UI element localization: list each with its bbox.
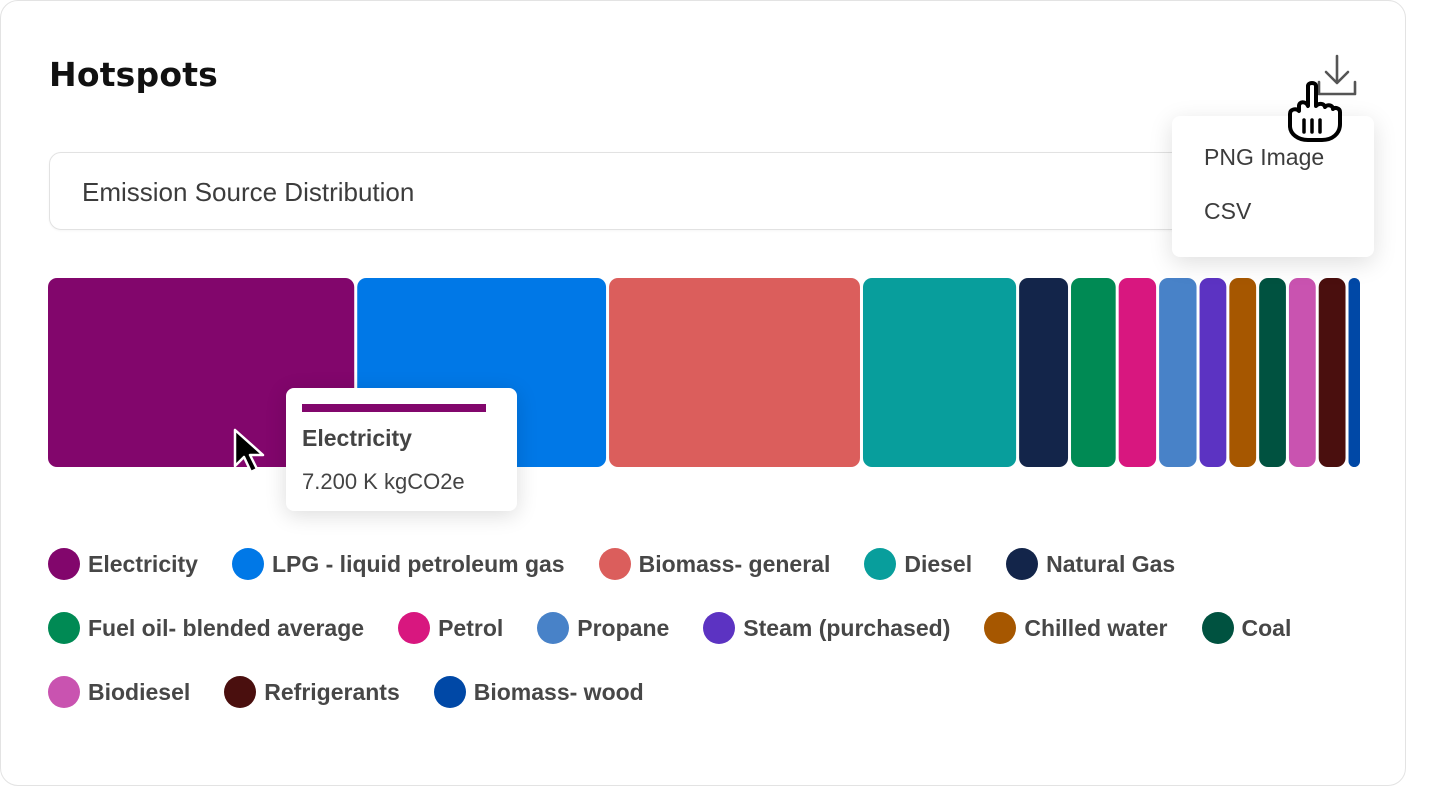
legend-label: Electricity (88, 550, 198, 577)
download-menu: PNG Image CSV (1172, 116, 1374, 257)
legend-item-electricity[interactable]: Electricity (48, 548, 198, 580)
treemap-cell-coal[interactable] (1259, 278, 1286, 467)
legend-item-chilled-water[interactable]: Chilled water (984, 612, 1168, 644)
legend-label: Biodiesel (88, 678, 191, 705)
legend-item-propane[interactable]: Propane (537, 612, 669, 644)
chart-type-select[interactable]: Emission Source Distribution (49, 152, 1249, 230)
treemap-cell-chilled-water[interactable] (1229, 278, 1257, 467)
legend-label: Biomass- wood (473, 678, 644, 705)
treemap-cell-petrol[interactable] (1118, 278, 1157, 467)
legend-item-biodiesel[interactable]: Biodiesel (48, 676, 190, 708)
legend-label: Refrigerants (264, 678, 400, 705)
treemap-cell-electricity[interactable] (48, 278, 355, 467)
legend-item-steam-purchased[interactable]: Steam (purchased) (703, 612, 950, 644)
download-icon (1317, 54, 1357, 96)
hand-pointer-icon (1288, 81, 1342, 142)
mouse-pointer-icon (233, 428, 265, 474)
tooltip-series-value: 7.200 K kgCO2e (302, 469, 465, 494)
legend-item-lpg-liquid-petroleum-gas[interactable]: LPG - liquid petroleum gas (231, 548, 565, 580)
legend-swatch (48, 612, 80, 644)
treemap-cell-fuel-oil-blended-average[interactable] (1071, 278, 1116, 467)
legend-swatch (864, 548, 897, 580)
legend-swatch (48, 548, 80, 580)
legend-item-petrol[interactable]: Petrol (398, 612, 503, 644)
legend-swatch (433, 676, 466, 708)
legend-label: Fuel oil- blended average (88, 614, 365, 641)
treemap-cell-biodiesel[interactable] (1288, 278, 1316, 467)
treemap-cell-natural-gas[interactable] (1019, 278, 1069, 467)
legend-item-natural-gas[interactable]: Natural Gas (1006, 548, 1175, 580)
treemap-cell-biomass-general[interactable] (609, 278, 860, 467)
legend-label: Coal (1241, 614, 1292, 641)
menu-item-csv[interactable]: CSV (1204, 198, 1252, 224)
legend-label: Diesel (904, 550, 973, 577)
legend-swatch (224, 676, 257, 708)
chart-type-select-value: Emission Source Distribution (82, 177, 415, 207)
legend-swatch (984, 612, 1017, 644)
legend-item-coal[interactable]: Coal (1201, 612, 1292, 644)
legend-label: Petrol (438, 614, 504, 641)
legend-label: Biomass- general (638, 550, 831, 577)
legend-swatch (1201, 612, 1234, 644)
legend-swatch (1006, 548, 1039, 580)
legend-item-biomass-wood[interactable]: Biomass- wood (433, 676, 644, 708)
legend-swatch (537, 612, 570, 644)
treemap-cell-refrigerants[interactable] (1318, 278, 1346, 467)
legend-item-fuel-oil-blended-average[interactable]: Fuel oil- blended average (48, 612, 364, 644)
legend-swatch (598, 548, 631, 580)
legend-swatch (48, 676, 80, 708)
legend-label: Chilled water (1024, 614, 1168, 641)
legend-item-refrigerants[interactable]: Refrigerants (224, 676, 400, 708)
legend-label: Natural Gas (1046, 550, 1176, 577)
legend-swatch (703, 612, 736, 644)
chart-tooltip: Electricity 7.200 K kgCO2e (286, 388, 517, 511)
tooltip-series-name: Electricity (302, 425, 412, 451)
legend-label: LPG - liquid petroleum gas (271, 550, 565, 577)
tooltip-color-bar (302, 404, 486, 412)
legend-swatch (231, 548, 264, 580)
legend-label: Steam (purchased) (743, 614, 951, 641)
legend-item-biomass-general[interactable]: Biomass- general (598, 548, 831, 580)
treemap-cell-biomass-wood[interactable] (1348, 278, 1360, 467)
treemap-cell-diesel[interactable] (862, 278, 1017, 467)
legend-label: Propane (577, 614, 670, 641)
legend-item-diesel[interactable]: Diesel (864, 548, 972, 580)
menu-item-png[interactable]: PNG Image (1204, 144, 1325, 170)
legend-swatch (398, 612, 431, 644)
treemap-cell-steam-purchased[interactable] (1199, 278, 1227, 467)
download-button[interactable] (1312, 52, 1362, 102)
treemap-cell-propane[interactable] (1159, 278, 1197, 467)
card-title: Hotspots (49, 55, 219, 94)
